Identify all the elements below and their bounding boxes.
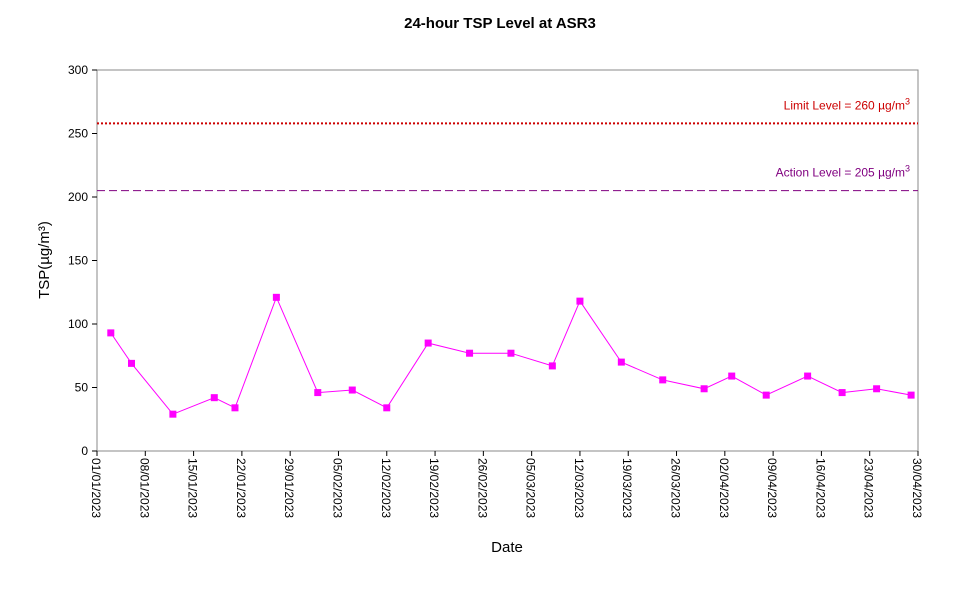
data-point <box>127 359 135 367</box>
data-point <box>576 297 584 305</box>
x-tick-label: 22/01/2023 <box>234 458 248 518</box>
data-point <box>838 389 846 397</box>
data-point <box>873 385 881 393</box>
data-point <box>617 358 625 366</box>
ref-label-unit-superscript: 3 <box>905 164 910 174</box>
x-tick-label: 05/03/2023 <box>524 458 538 518</box>
y-tick-label: 150 <box>68 254 88 268</box>
y-axis: 0 50 100 150 200 250 300 <box>68 63 97 458</box>
x-tick-label: 12/03/2023 <box>572 458 586 518</box>
ref-label-unit: µg/m <box>878 98 905 112</box>
data-point <box>728 372 736 380</box>
data-point <box>804 372 812 380</box>
data-point <box>700 385 708 393</box>
x-tick-label: 19/02/2023 <box>427 458 441 518</box>
data-point <box>466 349 474 357</box>
y-tick-label: 200 <box>68 190 88 204</box>
x-tick-label: 15/01/2023 <box>186 458 200 518</box>
x-axis-label: Date <box>491 539 523 556</box>
x-tick-label: 16/04/2023 <box>813 458 827 518</box>
x-tick-label: 02/04/2023 <box>717 458 731 518</box>
data-point <box>907 391 915 399</box>
x-tick-label: 12/02/2023 <box>379 458 393 518</box>
data-point <box>383 404 391 412</box>
data-point <box>507 349 515 357</box>
ref-label-text: Limit Level = 260 <box>784 98 878 112</box>
action-level-label: Action Level = 205 µg/m3 <box>776 164 910 180</box>
x-tick-label: 05/02/2023 <box>330 458 344 518</box>
y-tick-label: 300 <box>68 63 88 77</box>
data-point <box>424 339 432 347</box>
data-point <box>548 362 556 370</box>
data-point <box>231 404 239 412</box>
limit-level-label: Limit Level = 260 µg/m3 <box>784 96 910 112</box>
x-tick-label: 26/02/2023 <box>475 458 489 518</box>
chart-title: 24-hour TSP Level at ASR3 <box>404 15 596 32</box>
data-point <box>169 410 177 418</box>
data-point <box>272 293 280 301</box>
y-tick-label: 250 <box>68 127 88 141</box>
plot-area <box>96 69 919 452</box>
series-tsp <box>107 293 915 418</box>
x-tick-label: 08/01/2023 <box>137 458 151 518</box>
y-tick-label: 100 <box>68 317 88 331</box>
ref-label-unit: µg/m <box>878 166 905 180</box>
ref-label-unit-superscript: 3 <box>905 96 910 106</box>
x-axis: 01/01/2023 08/01/2023 15/01/2023 22/01/2023… <box>89 451 924 518</box>
data-point <box>659 376 667 384</box>
x-tick-label: 19/03/2023 <box>620 458 634 518</box>
x-tick-label: 23/04/2023 <box>862 458 876 518</box>
data-point <box>348 386 356 394</box>
x-tick-label: 01/01/2023 <box>89 458 103 518</box>
data-point <box>210 394 218 402</box>
x-tick-label: 26/03/2023 <box>669 458 683 518</box>
x-tick-label: 30/04/2023 <box>910 458 924 518</box>
data-point <box>314 389 322 397</box>
data-point <box>107 329 115 337</box>
x-tick-label: 29/01/2023 <box>282 458 296 518</box>
ref-label-text: Action Level = 205 <box>776 166 878 180</box>
x-tick-label: 09/04/2023 <box>765 458 779 518</box>
y-tick-label: 50 <box>75 381 89 395</box>
data-point <box>762 391 770 399</box>
y-tick-label: 0 <box>81 444 88 458</box>
y-axis-label: TSP(µg/m³) <box>36 221 53 299</box>
